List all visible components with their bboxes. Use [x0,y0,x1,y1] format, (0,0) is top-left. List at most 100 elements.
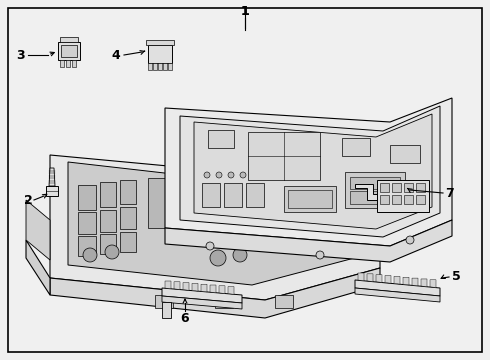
Bar [146,40,174,45]
Bar [284,186,336,212]
Polygon shape [355,184,377,200]
Polygon shape [412,278,418,286]
Circle shape [252,172,258,178]
Bar [392,195,401,204]
Polygon shape [26,200,50,260]
Text: 1: 1 [241,5,249,18]
Text: 1: 1 [241,5,249,18]
Circle shape [210,250,226,266]
Text: 5: 5 [452,270,461,284]
Bar [345,172,405,208]
Polygon shape [215,295,233,308]
Bar [148,178,176,228]
Polygon shape [165,281,171,289]
Bar [212,172,240,230]
Bar [416,195,425,204]
Bar [248,214,283,244]
Polygon shape [403,277,409,285]
Polygon shape [367,274,373,282]
Polygon shape [376,275,382,282]
Bar [380,183,389,192]
Bar [78,212,96,234]
Bar [208,130,234,148]
Bar [288,168,323,208]
Bar [100,210,116,232]
Polygon shape [68,160,362,285]
Circle shape [206,242,214,250]
Polygon shape [228,287,234,294]
Bar [404,183,413,192]
Bar [100,234,116,254]
Circle shape [228,172,234,178]
Polygon shape [162,302,171,318]
Polygon shape [210,285,216,293]
Polygon shape [355,288,440,302]
Bar [168,63,172,70]
Bar [380,195,389,204]
Text: 3: 3 [16,49,24,62]
Bar [58,42,80,60]
Bar [153,63,157,70]
Bar [120,207,136,229]
Bar [72,60,76,67]
Polygon shape [194,114,432,229]
Text: 6: 6 [181,311,189,324]
Polygon shape [162,296,242,309]
Polygon shape [162,288,242,303]
Polygon shape [355,280,440,296]
Bar [377,180,429,212]
Polygon shape [275,295,293,308]
Bar [342,138,370,156]
Bar [120,232,136,252]
Text: 7: 7 [445,186,454,199]
Circle shape [105,245,119,259]
Bar [404,195,413,204]
Bar [288,212,323,242]
Bar [248,132,320,180]
Polygon shape [165,220,452,262]
Bar [158,63,162,70]
Bar [350,177,400,189]
Bar [100,182,116,207]
Bar [416,183,425,192]
Polygon shape [358,273,364,281]
Bar [224,183,242,207]
Polygon shape [192,283,198,291]
Polygon shape [201,284,207,292]
Polygon shape [421,279,427,287]
Circle shape [233,248,247,262]
Circle shape [83,248,97,262]
Polygon shape [385,275,391,283]
Polygon shape [183,283,189,290]
Text: 4: 4 [112,49,121,62]
Bar [246,183,264,207]
Polygon shape [180,106,440,237]
Bar [148,63,152,70]
Polygon shape [50,268,380,318]
Polygon shape [50,148,380,300]
Bar [61,45,77,57]
Bar [390,145,420,163]
Bar [392,183,401,192]
Polygon shape [165,98,452,246]
Polygon shape [49,168,55,186]
Bar [288,190,332,208]
Bar [78,185,96,210]
Bar [180,175,208,230]
Text: 2: 2 [24,194,32,207]
Bar [66,60,70,67]
Polygon shape [394,276,400,284]
Polygon shape [430,280,436,288]
Bar [148,45,172,63]
Polygon shape [26,240,50,295]
Bar [163,63,167,70]
Bar [60,37,78,42]
Bar [46,186,58,196]
Bar [350,191,400,204]
Circle shape [240,172,246,178]
Bar [120,180,136,204]
Polygon shape [155,295,173,308]
Circle shape [204,172,210,178]
Polygon shape [219,286,225,293]
Circle shape [216,172,222,178]
